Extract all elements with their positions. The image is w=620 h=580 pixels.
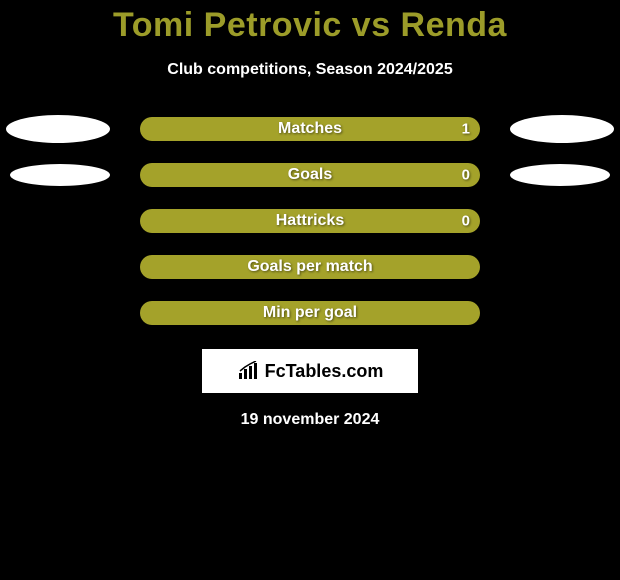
stat-label: Goals per match bbox=[247, 258, 372, 276]
page-title: Tomi Petrovic vs Renda bbox=[0, 6, 620, 45]
stat-value-right: 1 bbox=[462, 121, 470, 138]
comparison-container: Tomi Petrovic vs Renda Club competitions… bbox=[0, 0, 620, 429]
stat-label: Min per goal bbox=[263, 304, 357, 322]
stat-bar: Goals 0 bbox=[140, 163, 480, 187]
logo-inner: FcTables.com bbox=[237, 361, 384, 382]
right-oval bbox=[510, 164, 610, 186]
stat-bar: Goals per match bbox=[140, 255, 480, 279]
stat-label: Goals bbox=[288, 166, 332, 184]
stat-bar: Matches 1 bbox=[140, 117, 480, 141]
stat-row: Min per goal bbox=[0, 301, 620, 325]
stats-area: Matches 1 Goals 0 Hattricks 0 Goals per match M… bbox=[0, 117, 620, 325]
logo-text: FcTables.com bbox=[265, 361, 384, 382]
stat-label: Matches bbox=[278, 120, 342, 138]
stat-row: Goals 0 bbox=[0, 163, 620, 187]
stat-row: Matches 1 bbox=[0, 117, 620, 141]
stat-value-right: 0 bbox=[462, 213, 470, 230]
left-oval bbox=[10, 164, 110, 186]
left-oval bbox=[6, 115, 110, 143]
logo-box[interactable]: FcTables.com bbox=[202, 349, 418, 393]
stat-value-right: 0 bbox=[462, 167, 470, 184]
chart-icon bbox=[237, 361, 261, 381]
subtitle: Club competitions, Season 2024/2025 bbox=[0, 61, 620, 79]
stat-bar: Hattricks 0 bbox=[140, 209, 480, 233]
date-label: 19 november 2024 bbox=[0, 411, 620, 429]
right-oval bbox=[510, 115, 614, 143]
stat-row: Hattricks 0 bbox=[0, 209, 620, 233]
stat-row: Goals per match bbox=[0, 255, 620, 279]
stat-label: Hattricks bbox=[276, 212, 344, 230]
stat-bar: Min per goal bbox=[140, 301, 480, 325]
